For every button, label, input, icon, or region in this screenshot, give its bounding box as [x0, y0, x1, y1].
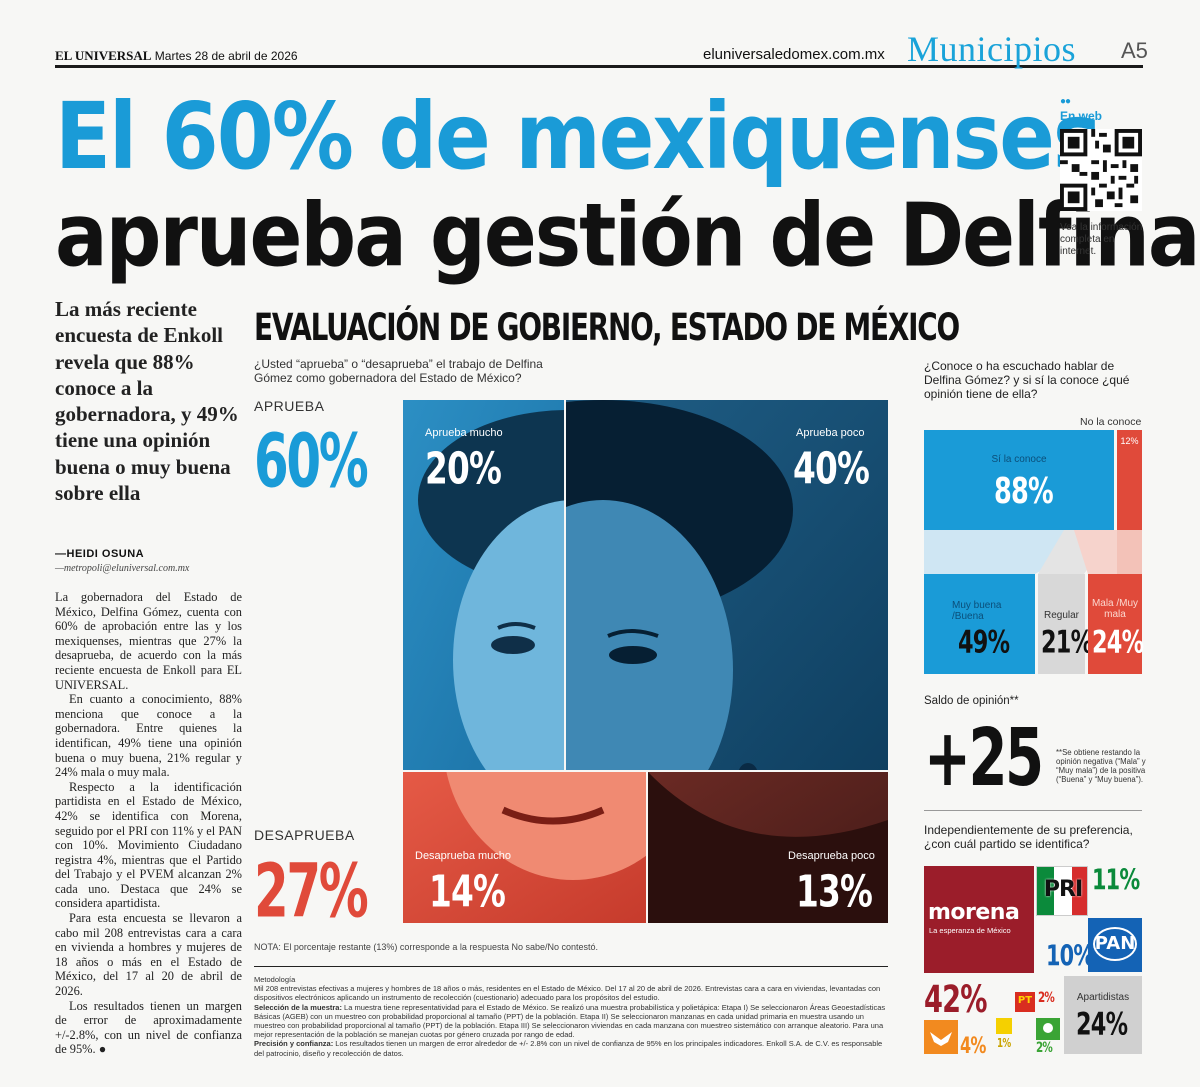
- morena-tagline: La esperanza de México: [929, 926, 1011, 935]
- party-question: Independientemente de su preferencia, ¿c…: [924, 823, 1133, 851]
- no-conoce-value: 12%: [1120, 436, 1139, 446]
- other-party-value: 1%: [997, 1036, 1011, 1051]
- pan-value: 10%: [1046, 940, 1094, 973]
- cell-desaprueba-mucho-label: Desaprueba mucho: [415, 850, 512, 862]
- mala-label: Mala /Muy mala: [1091, 598, 1139, 620]
- mc-logo: [924, 1020, 958, 1054]
- morena-value: 42%: [924, 978, 988, 1022]
- eagle-icon: [930, 1032, 952, 1046]
- portrait-illustration: [403, 400, 888, 923]
- regular-label: Regular: [1043, 610, 1080, 621]
- article-body: La gobernadora del Estado de México, Del…: [55, 590, 242, 1057]
- page-number: A5: [1121, 38, 1148, 63]
- cell-desaprueba-mucho-value: 14%: [429, 867, 506, 918]
- apartidistas-box: Apartidistas 24%: [1064, 976, 1142, 1054]
- morena-logo: morena: [928, 900, 1020, 925]
- cell-aprueba-poco-label: Aprueba poco: [796, 427, 865, 439]
- pan-logo: PAN: [1094, 933, 1136, 954]
- knowledge-flow-link: [924, 530, 1142, 574]
- morena-block: morena La esperanza de México: [924, 866, 1034, 973]
- regular-box: Regular 21%: [1038, 574, 1093, 674]
- si-conoce-box: Sí la conoce 88%: [924, 430, 1114, 530]
- web-box: ●● En web Vea la información completa en…: [1060, 96, 1150, 258]
- mc-value: 4%: [960, 1032, 986, 1059]
- sample-text: La muestra tiene representatividad para …: [254, 1002, 886, 1040]
- dek-summary: La más reciente encuesta de Enkoll revel…: [55, 297, 239, 506]
- buena-box: Muy buena /Buena 49%: [924, 574, 1035, 674]
- parties-divider: [924, 810, 1142, 811]
- approval-question: ¿Usted “aprueba” o “desaprueba” el traba…: [254, 357, 543, 385]
- no-conoce-label: No la conoce: [1080, 416, 1142, 428]
- infographic-note: NOTA: El porcentaje restante (13%) corre…: [254, 942, 599, 952]
- saldo-value: +25: [924, 712, 1044, 805]
- apartidistas-label: Apartidistas: [1076, 992, 1130, 1003]
- web-box-text: Vea la información completa en internet.: [1060, 222, 1143, 257]
- pt-value: 2%: [1038, 990, 1055, 1007]
- cell-desaprueba-poco-label: Desaprueba poco: [788, 850, 875, 862]
- buena-value: 49%: [958, 624, 1010, 661]
- cell-aprueba-mucho-value: 20%: [425, 444, 502, 495]
- pri-logo-box: PRI: [1036, 866, 1088, 916]
- masthead: EL UNIVERSAL Martes 28 de abril de 2026 …: [55, 28, 1148, 69]
- precision-text: Los resultados tienen un margen de error…: [254, 1039, 883, 1058]
- newspaper-name: EL UNIVERSAL: [55, 48, 152, 63]
- pvem-logo: [1036, 1018, 1060, 1040]
- methodology-text: Mil 208 entrevistas efectivas a mujeres …: [254, 984, 881, 1003]
- regular-value: 21%: [1041, 624, 1093, 661]
- pan-logo-box: PAN: [1088, 918, 1142, 972]
- knowledge-question: ¿Conoce o ha escuchado hablar de Delfina…: [924, 359, 1130, 401]
- mala-box: Mala /Muy mala 24%: [1088, 574, 1144, 674]
- cell-desaprueba-poco-value: 13%: [796, 867, 873, 918]
- apartidistas-value: 24%: [1076, 1006, 1128, 1043]
- pt-logo-box: PT: [1015, 992, 1035, 1012]
- cell-aprueba-mucho-label: Aprueba mucho: [425, 427, 503, 439]
- headline-line-2: aprueba gestión de Delfina: [55, 186, 1200, 287]
- body-paragraph-3: Respecto a la identificación partidista …: [55, 779, 242, 911]
- saldo-label: Saldo de opinión**: [924, 695, 1019, 707]
- methodology-title: Metodología: [254, 975, 296, 984]
- byline-author: —HEIDI OSUNA: [55, 548, 145, 560]
- precision-title: Precisión y confianza:: [254, 1039, 334, 1049]
- toucan-icon: [1043, 1023, 1053, 1033]
- sample-title: Selección de la muestra:: [254, 1002, 342, 1012]
- section-name: Municipios: [907, 29, 1077, 69]
- disapprove-label: DESAPRUEBA: [254, 827, 355, 843]
- approve-value: 60%: [254, 420, 369, 506]
- mala-value: 24%: [1092, 624, 1144, 661]
- cell-aprueba-poco-value: 40%: [793, 444, 870, 495]
- pvem-value: 2%: [1036, 1040, 1053, 1057]
- body-paragraph-4: Para esta encuesta se llevaron a cabo mi…: [55, 911, 242, 999]
- approve-label: APRUEBA: [254, 398, 325, 414]
- infographic-title: EVALUACIÓN DE GOBIERNO, ESTADO DE MÉXICO: [254, 306, 960, 350]
- dots-icon: ●●: [1060, 96, 1071, 107]
- other-party-logo: [996, 1018, 1012, 1034]
- masthead-left: EL UNIVERSAL Martes 28 de abril de 2026: [55, 48, 298, 64]
- website-url[interactable]: eluniversaledomex.com.mx: [703, 46, 885, 63]
- pt-logo: PT: [1017, 995, 1033, 1006]
- si-conoce-value: 88%: [994, 470, 1054, 512]
- web-box-title: En web: [1060, 109, 1103, 123]
- pri-value: 11%: [1092, 864, 1140, 897]
- governor-photo-grid: Aprueba mucho 20% Aprueba poco 40% Desap…: [403, 400, 888, 923]
- si-conoce-label: Sí la conoce: [991, 454, 1047, 465]
- byline-email[interactable]: —metropoli@eluniversal.com.mx: [55, 563, 190, 574]
- buena-label: Muy buena /Buena: [952, 600, 1002, 622]
- disapprove-value: 27%: [254, 850, 369, 936]
- saldo-note: **Se obtiene restando la opinión negativ…: [1056, 748, 1146, 784]
- methodology-block: Metodología Mil 208 entrevistas efectiva…: [254, 975, 888, 1058]
- body-paragraph-1: La gobernadora del Estado de México, Del…: [55, 590, 242, 692]
- issue-date: Martes 28 de abril de 2026: [154, 49, 298, 63]
- no-conoce-box: 12%: [1117, 430, 1142, 530]
- qr-code-icon[interactable]: [1060, 129, 1142, 211]
- methodology-divider: [254, 966, 888, 967]
- headline-line-1: El 60% de mexiquenses: [55, 84, 1102, 191]
- body-paragraph-2: En cuanto a conocimiento, 88% menciona q…: [55, 692, 242, 780]
- pri-logo: PRI: [1043, 877, 1083, 902]
- body-paragraph-5: Los resultados tienen un margen de error…: [55, 998, 242, 1057]
